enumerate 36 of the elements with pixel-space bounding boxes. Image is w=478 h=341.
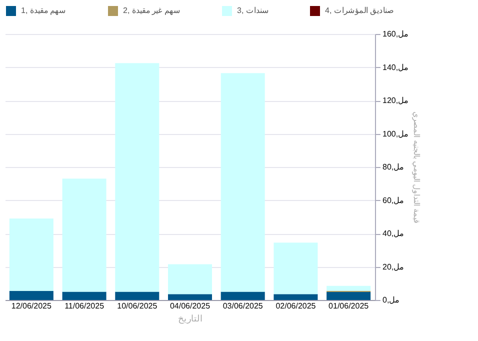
legend-label: 4, صناديق المؤشرات [325, 6, 394, 15]
bar [220, 73, 265, 292]
y-tick-label: مل,120 [382, 96, 408, 105]
x-axis-title: التاريخ [178, 314, 203, 324]
y-tick-label: مل,80 [382, 162, 404, 172]
bar [168, 294, 212, 300]
bar [62, 292, 106, 300]
y-tick-label: مل,20 [382, 262, 404, 272]
bar [326, 292, 371, 300]
bar [168, 264, 212, 294]
x-tick-label: 01/06/2025 [328, 302, 370, 310]
x-tick-label: 10/06/2025 [117, 302, 158, 310]
y-tick-label: مل,60 [382, 196, 404, 205]
legend-label: 3, سندات [237, 6, 269, 15]
x-tick-label: 03/06/2025 [222, 302, 264, 310]
legend-label: 2, سهم غير مقيدة [123, 6, 180, 15]
bar [326, 286, 371, 291]
y-tick-label: مل,140 [382, 62, 408, 72]
bar [274, 242, 318, 294]
x-tick-label: 04/06/2025 [170, 302, 211, 310]
y-tick-label: مل,100 [382, 129, 408, 138]
bar [274, 294, 318, 300]
x-tick-label: 11/06/2025 [64, 302, 105, 310]
bar [9, 290, 54, 300]
bar [62, 178, 106, 292]
y-tick-label: مل,40 [382, 229, 404, 238]
y-tick-label: مل,0 [382, 296, 400, 304]
y-tick-label: مل,160 [382, 30, 408, 38]
x-tick-label: 02/06/2025 [276, 302, 316, 310]
y-axis-title: قيمة التداول اليومي بالجنيه المصري [412, 112, 422, 224]
bar [220, 292, 265, 300]
legend-label: 1, سهم مقيدة [21, 6, 66, 15]
x-tick-label: 12/06/2025 [11, 302, 52, 310]
bar [115, 292, 160, 300]
bar [9, 218, 54, 291]
bar [115, 63, 160, 292]
